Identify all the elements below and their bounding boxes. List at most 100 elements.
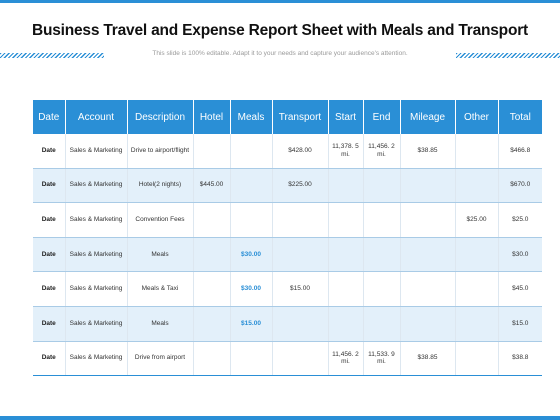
table-row: Date Sales & Marketing Convention Fees $25.… <box>33 202 542 238</box>
header-mileage: Mileage <box>400 100 456 134</box>
cell-transport <box>272 341 329 377</box>
subtitle-row: This slide is 100% editable. Adapt it to… <box>0 50 560 62</box>
cell-date: Date <box>33 202 66 238</box>
cell-date: Date <box>33 134 66 169</box>
cell-start <box>328 271 364 307</box>
table-row: Date Sales & Marketing Meals $15.00 $15.0 <box>33 306 542 342</box>
header-hotel: Hotel <box>193 100 231 134</box>
header-description: Description <box>127 100 194 134</box>
cell-description: Convention Fees <box>127 202 194 238</box>
cell-transport <box>272 202 329 238</box>
cell-end <box>363 306 401 342</box>
cell-date: Date <box>33 237 66 273</box>
cell-description: Meals <box>127 237 194 273</box>
cell-start <box>328 202 364 238</box>
cell-other <box>455 306 499 342</box>
table-header-row: Date Account Description Hotel Meals Tra… <box>33 100 542 134</box>
cell-end <box>363 202 401 238</box>
cell-meals: $30.00 <box>230 271 273 307</box>
cell-account: Sales & Marketing <box>65 306 128 342</box>
cell-hotel <box>193 134 231 169</box>
table-row: Date Sales & Marketing Meals & Taxi $30.00 $… <box>33 271 542 307</box>
cell-mileage <box>400 168 456 204</box>
cell-total: $45.0 <box>498 271 542 307</box>
decorative-stripe-left <box>0 53 104 58</box>
top-accent-bar <box>0 0 560 3</box>
cell-end <box>363 237 401 273</box>
cell-start <box>328 237 364 273</box>
cell-other <box>455 168 499 204</box>
page-title: Business Travel and Expense Report Sheet… <box>31 22 529 39</box>
cell-transport: $15.00 <box>272 271 329 307</box>
cell-meals: $30.00 <box>230 237 273 273</box>
cell-total: $25.0 <box>498 202 542 238</box>
cell-mileage <box>400 202 456 238</box>
cell-meals <box>230 134 273 169</box>
cell-description: Hotel(2 nights) <box>127 168 194 204</box>
header-meals: Meals <box>230 100 273 134</box>
cell-end <box>363 271 401 307</box>
cell-description: Meals <box>127 306 194 342</box>
cell-total: $670.0 <box>498 168 542 204</box>
cell-start: 11,456. 2 mi. <box>328 341 364 377</box>
cell-end <box>363 168 401 204</box>
cell-account: Sales & Marketing <box>65 237 128 273</box>
cell-total: $38.8 <box>498 341 542 377</box>
cell-start <box>328 306 364 342</box>
cell-start: 11,378. 5 mi. <box>328 134 364 169</box>
cell-meals <box>230 202 273 238</box>
page-subtitle: This slide is 100% editable. Adapt it to… <box>152 50 408 57</box>
cell-account: Sales & Marketing <box>65 168 128 204</box>
decorative-stripe-right <box>456 53 560 58</box>
cell-hotel <box>193 341 231 377</box>
cell-hotel <box>193 202 231 238</box>
cell-hotel <box>193 237 231 273</box>
header-date: Date <box>33 100 66 134</box>
cell-mileage <box>400 306 456 342</box>
table-row: Date Sales & Marketing Drive to airport/fl… <box>33 134 542 169</box>
cell-other <box>455 237 499 273</box>
cell-date: Date <box>33 168 66 204</box>
cell-other: $25.00 <box>455 202 499 238</box>
cell-description: Meals & Taxi <box>127 271 194 307</box>
cell-description: Drive to airport/flight <box>127 134 194 169</box>
table-body: Date Sales & Marketing Drive to airport/fl… <box>33 134 542 377</box>
header-total: Total <box>498 100 542 134</box>
cell-transport <box>272 306 329 342</box>
header-end: End <box>363 100 401 134</box>
cell-account: Sales & Marketing <box>65 271 128 307</box>
cell-hotel <box>193 306 231 342</box>
cell-date: Date <box>33 341 66 377</box>
cell-meals: $15.00 <box>230 306 273 342</box>
cell-description: Drive from airport <box>127 341 194 377</box>
cell-other <box>455 341 499 377</box>
cell-meals <box>230 341 273 377</box>
header-start: Start <box>328 100 364 134</box>
cell-end: 11,533. 9 mi. <box>363 341 401 377</box>
table-row: Date Sales & Marketing Meals $30.00 $30.0 <box>33 237 542 273</box>
cell-transport: $225.00 <box>272 168 329 204</box>
cell-mileage: $38.85 <box>400 134 456 169</box>
cell-date: Date <box>33 271 66 307</box>
cell-account: Sales & Marketing <box>65 341 128 377</box>
cell-mileage <box>400 237 456 273</box>
header-transport: Transport <box>272 100 329 134</box>
bottom-accent-bar <box>0 416 560 420</box>
cell-total: $466.8 <box>498 134 542 169</box>
cell-hotel <box>193 271 231 307</box>
cell-total: $30.0 <box>498 237 542 273</box>
cell-other <box>455 134 499 169</box>
cell-date: Date <box>33 306 66 342</box>
cell-transport: $428.00 <box>272 134 329 169</box>
cell-end: 11,456. 2 mi. <box>363 134 401 169</box>
cell-hotel: $445.00 <box>193 168 231 204</box>
cell-total: $15.0 <box>498 306 542 342</box>
cell-mileage: $38.85 <box>400 341 456 377</box>
table-row: Date Sales & Marketing Hotel(2 nights) $445… <box>33 168 542 204</box>
table-row: Date Sales & Marketing Drive from airport 1… <box>33 341 542 377</box>
cell-account: Sales & Marketing <box>65 202 128 238</box>
cell-other <box>455 271 499 307</box>
header-account: Account <box>65 100 128 134</box>
cell-account: Sales & Marketing <box>65 134 128 169</box>
cell-start <box>328 168 364 204</box>
